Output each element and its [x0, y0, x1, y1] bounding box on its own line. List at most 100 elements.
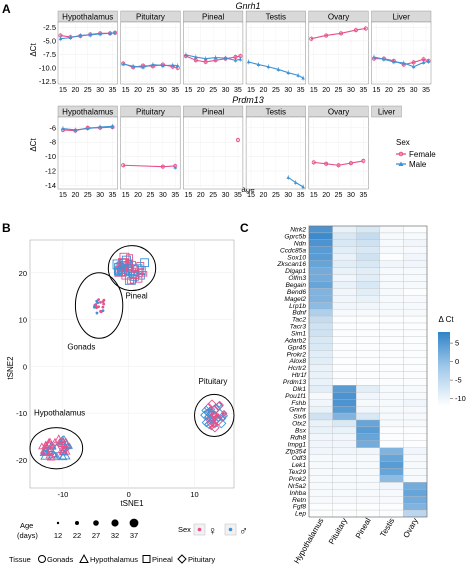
heatmap-cell: [379, 426, 404, 435]
data-point-male: [286, 175, 291, 179]
cluster-pineal: [107, 245, 157, 292]
heatmap-cell: [356, 378, 380, 386]
heatmap-cell: [308, 350, 333, 358]
heatmap-cell: [379, 419, 404, 428]
data-point-female: [348, 161, 353, 166]
heatmap-cell: [332, 239, 357, 247]
data-point-male: [372, 55, 376, 59]
heatmap-cell: [403, 364, 428, 372]
point-square: [124, 274, 136, 285]
heatmap-cell: [356, 364, 380, 372]
facet-strip-label: Pituitary: [136, 108, 165, 117]
facet-pineal: Pineal 15 20 25 30 35: [183, 10, 244, 94]
point-triangle: [41, 448, 48, 455]
heatmap-cell: [379, 274, 404, 282]
gnrh1-y-label: ΔCt: [29, 43, 38, 57]
heatmap-cell: [403, 232, 428, 241]
heatmap-cell: [403, 295, 428, 303]
heatmap-cell: [403, 412, 428, 421]
data-point-female: [411, 60, 416, 65]
heatmap-cell: [379, 225, 404, 234]
data-point-male: [121, 62, 125, 66]
point-triangle: [66, 442, 73, 449]
heatmap-cell: [332, 433, 357, 441]
x-tick-label: 35: [171, 192, 179, 199]
tissue-gonads-shape: [38, 555, 46, 563]
data-point-female: [311, 160, 316, 165]
facet-pituitary: Pituitary 15 20 25 30 35: [120, 10, 181, 94]
row-label: Six6: [293, 414, 306, 421]
heatmap-cell: [379, 468, 404, 476]
heatmap-cell: [308, 315, 333, 324]
x-tick-label: 35: [234, 87, 242, 94]
x-tick-label: 25: [84, 192, 92, 199]
cluster-outline: [107, 245, 157, 292]
y-tick-label: -10: [45, 152, 56, 161]
heatmap-cell: [379, 385, 404, 393]
heatmap-cell: [356, 461, 380, 469]
heatmap-cell: [308, 274, 333, 282]
cluster-label: Hypothalamus: [34, 408, 85, 417]
x-tick-label: 20: [197, 87, 205, 94]
heatmap-cell: [403, 419, 428, 428]
heatmap-cell: [379, 288, 404, 296]
heatmap-cell: [379, 461, 404, 469]
heatmap-cell: [356, 322, 380, 331]
heatmap-cell: [403, 502, 428, 511]
point-diamond: [210, 416, 217, 423]
heatmap-cell: [332, 322, 357, 331]
panel-label-a: A: [2, 2, 11, 16]
point-triangle: [43, 438, 55, 448]
row-label: Sox10: [287, 254, 306, 261]
heatmap-cell: [379, 392, 404, 400]
heatmap-cell: [379, 454, 404, 462]
heatmap-cell: [308, 489, 333, 497]
heatmap-cell: [403, 225, 428, 234]
facet-testis: Testis 15 20 25 30 35: [245, 10, 306, 94]
heatmap-cell: [332, 253, 357, 261]
point-circle: [101, 309, 105, 313]
heatmap-cell: [356, 295, 380, 303]
y-tick-label: -2.5: [43, 23, 56, 32]
sex-legend-b-title: Sex: [178, 525, 191, 534]
legend-male-label: Male: [409, 160, 427, 169]
heatmap-cell: [356, 468, 380, 476]
heatmap-cell: [356, 385, 380, 393]
sex-male-symbol: ♂: [239, 524, 248, 538]
heatmap-cell: [403, 475, 428, 483]
heatmap-cell: [379, 364, 404, 372]
facet-hypothalamus: Hypothalamus -2.5 -5.0 -7.5 -10.0 -12.515 20 25…: [39, 10, 118, 94]
row-label: Prok2: [289, 476, 307, 483]
age-size-marker: [129, 518, 139, 528]
heatmap-cell: [379, 246, 404, 254]
point-square: [130, 270, 140, 279]
heatmap-cell: [379, 315, 404, 324]
heatmap-cell: [403, 308, 428, 317]
point-circle: [94, 303, 98, 306]
heatmap-cell: [308, 475, 333, 483]
data-point-male: [223, 56, 228, 60]
row-label: Zfp354: [284, 448, 306, 455]
heatmap-cell: [308, 302, 333, 310]
heatmap-cell: [379, 482, 404, 490]
point-triangle: [60, 437, 71, 447]
x-tick-label: 20: [134, 192, 142, 199]
sex-male-dot: [228, 527, 233, 532]
tissue-gonads-label: Gonads: [47, 555, 74, 564]
x-tick-label: 35: [297, 87, 305, 94]
data-point-female: [353, 28, 358, 33]
column-label: Testis: [378, 517, 396, 539]
row-label: Pou1f1: [285, 393, 306, 400]
row-label: Impg1: [288, 441, 307, 448]
cluster-outline: [194, 393, 235, 438]
heatmap-cell: [403, 482, 428, 490]
heatmap-cell: [379, 260, 404, 268]
heatmap-cell: [332, 364, 357, 372]
y-tick-label: -6: [49, 123, 56, 132]
facet-strip-label: Liver: [393, 13, 411, 22]
row-label: Lek1: [292, 462, 307, 469]
heatmap-cell: [356, 225, 380, 234]
tissue-pituitary-shape: [177, 554, 187, 564]
row-label: Alox8: [289, 358, 307, 365]
x-tick-label: 30: [347, 87, 355, 94]
